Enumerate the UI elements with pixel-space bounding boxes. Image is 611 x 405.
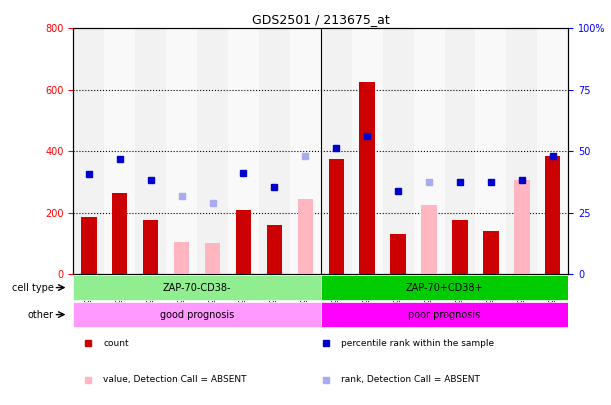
- Bar: [352, 28, 382, 274]
- Bar: [514, 180, 530, 274]
- Bar: [166, 28, 197, 274]
- Bar: [135, 28, 166, 274]
- Bar: [382, 28, 414, 274]
- Bar: [73, 303, 321, 327]
- Text: good prognosis: good prognosis: [160, 309, 234, 320]
- Bar: [143, 220, 158, 274]
- Bar: [483, 231, 499, 274]
- Bar: [390, 234, 406, 274]
- Text: count: count: [103, 339, 129, 348]
- Bar: [507, 28, 537, 274]
- Bar: [174, 242, 189, 274]
- Text: ZAP-70+CD38+: ZAP-70+CD38+: [406, 283, 483, 292]
- Bar: [452, 220, 467, 274]
- Bar: [329, 159, 344, 274]
- Text: percentile rank within the sample: percentile rank within the sample: [340, 339, 494, 348]
- Bar: [445, 28, 475, 274]
- Bar: [359, 82, 375, 274]
- Bar: [266, 225, 282, 274]
- Bar: [537, 28, 568, 274]
- Bar: [104, 28, 135, 274]
- Bar: [321, 275, 568, 300]
- Text: cell type: cell type: [12, 283, 54, 292]
- Bar: [290, 28, 321, 274]
- Title: GDS2501 / 213675_at: GDS2501 / 213675_at: [252, 13, 390, 26]
- Bar: [236, 209, 251, 274]
- Bar: [545, 156, 560, 274]
- Bar: [321, 28, 352, 274]
- Bar: [73, 275, 321, 300]
- Bar: [197, 28, 228, 274]
- Text: value, Detection Call = ABSENT: value, Detection Call = ABSENT: [103, 375, 246, 384]
- Bar: [228, 28, 259, 274]
- Bar: [321, 303, 568, 327]
- Text: poor prognosis: poor prognosis: [408, 309, 481, 320]
- Bar: [205, 243, 220, 274]
- Bar: [81, 217, 97, 274]
- Bar: [259, 28, 290, 274]
- Bar: [414, 28, 445, 274]
- Bar: [112, 193, 128, 274]
- Bar: [298, 199, 313, 274]
- Bar: [475, 28, 507, 274]
- Bar: [422, 205, 437, 274]
- Text: other: other: [27, 309, 54, 320]
- Text: ZAP-70-CD38-: ZAP-70-CD38-: [163, 283, 232, 292]
- Bar: [73, 28, 104, 274]
- Text: rank, Detection Call = ABSENT: rank, Detection Call = ABSENT: [340, 375, 480, 384]
